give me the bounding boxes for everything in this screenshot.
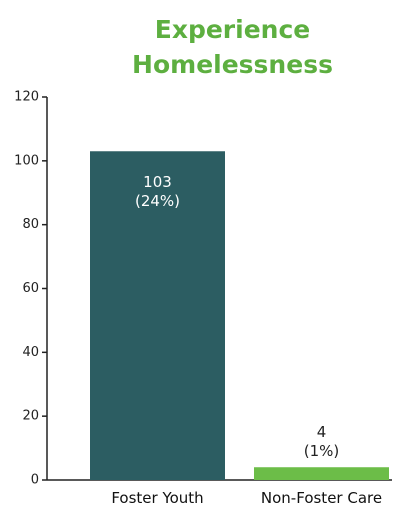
chart-title: Experience Homelessness [132, 15, 333, 79]
y-tick-label: 20 [22, 409, 39, 424]
bar [90, 151, 225, 480]
y-tick-label: 120 [14, 90, 39, 105]
y-tick-label: 0 [31, 473, 39, 488]
value-label: 103 (24%) [134, 173, 181, 211]
x-tick-label: Non-Foster Care [260, 489, 383, 507]
x-tick-label: Foster Youth [111, 489, 204, 507]
y-tick-label: 100 [14, 153, 39, 168]
y-tick-label: 60 [22, 281, 39, 296]
y-tick-label: 80 [22, 217, 39, 232]
y-tick-label: 40 [22, 345, 39, 360]
value-label: 4 (1%) [303, 423, 340, 461]
bar [254, 467, 389, 480]
